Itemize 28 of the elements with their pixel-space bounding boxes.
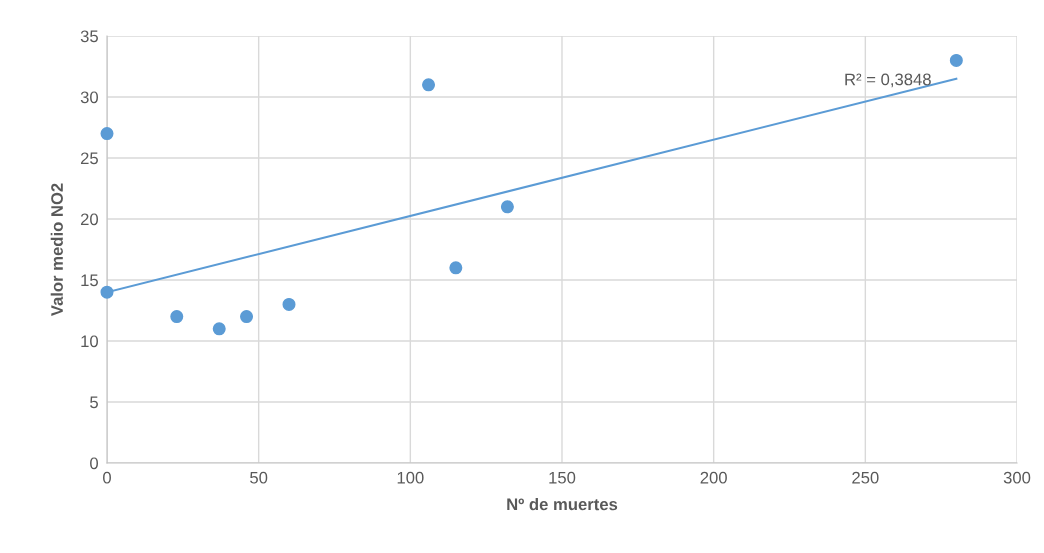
x-tick-label: 250 (852, 471, 879, 484)
y-tick-label: 25 (80, 152, 98, 165)
y-tick-label: 10 (81, 335, 99, 348)
point (449, 261, 463, 275)
x-tick-label: 0 (103, 471, 111, 484)
point (240, 310, 254, 324)
point (212, 322, 226, 336)
x-tick-label: 150 (549, 471, 576, 484)
annotation: R² = 0,3848 (845, 73, 931, 88)
y-axis-title: Valor medio NO2 (50, 183, 63, 317)
point (282, 297, 296, 311)
y-tick-label: 35 (80, 30, 98, 43)
y-tick-label: 0 (90, 457, 99, 470)
point (949, 53, 963, 67)
y-tick-label: 20 (80, 213, 99, 226)
point (170, 310, 184, 324)
x-tick-label: 200 (700, 471, 727, 484)
y-tick-label: 15 (81, 274, 98, 287)
point (500, 200, 514, 214)
point (100, 285, 114, 299)
y-tick-label: 30 (80, 91, 99, 104)
x-tick-label: 100 (397, 471, 424, 484)
point (422, 78, 436, 92)
x-tick-label: 300 (1003, 471, 1031, 484)
y-tick-label: 5 (90, 396, 98, 409)
x-tick-label: 50 (250, 471, 268, 484)
x-axis-title: Nº de muertes (507, 497, 618, 511)
point (100, 127, 114, 141)
